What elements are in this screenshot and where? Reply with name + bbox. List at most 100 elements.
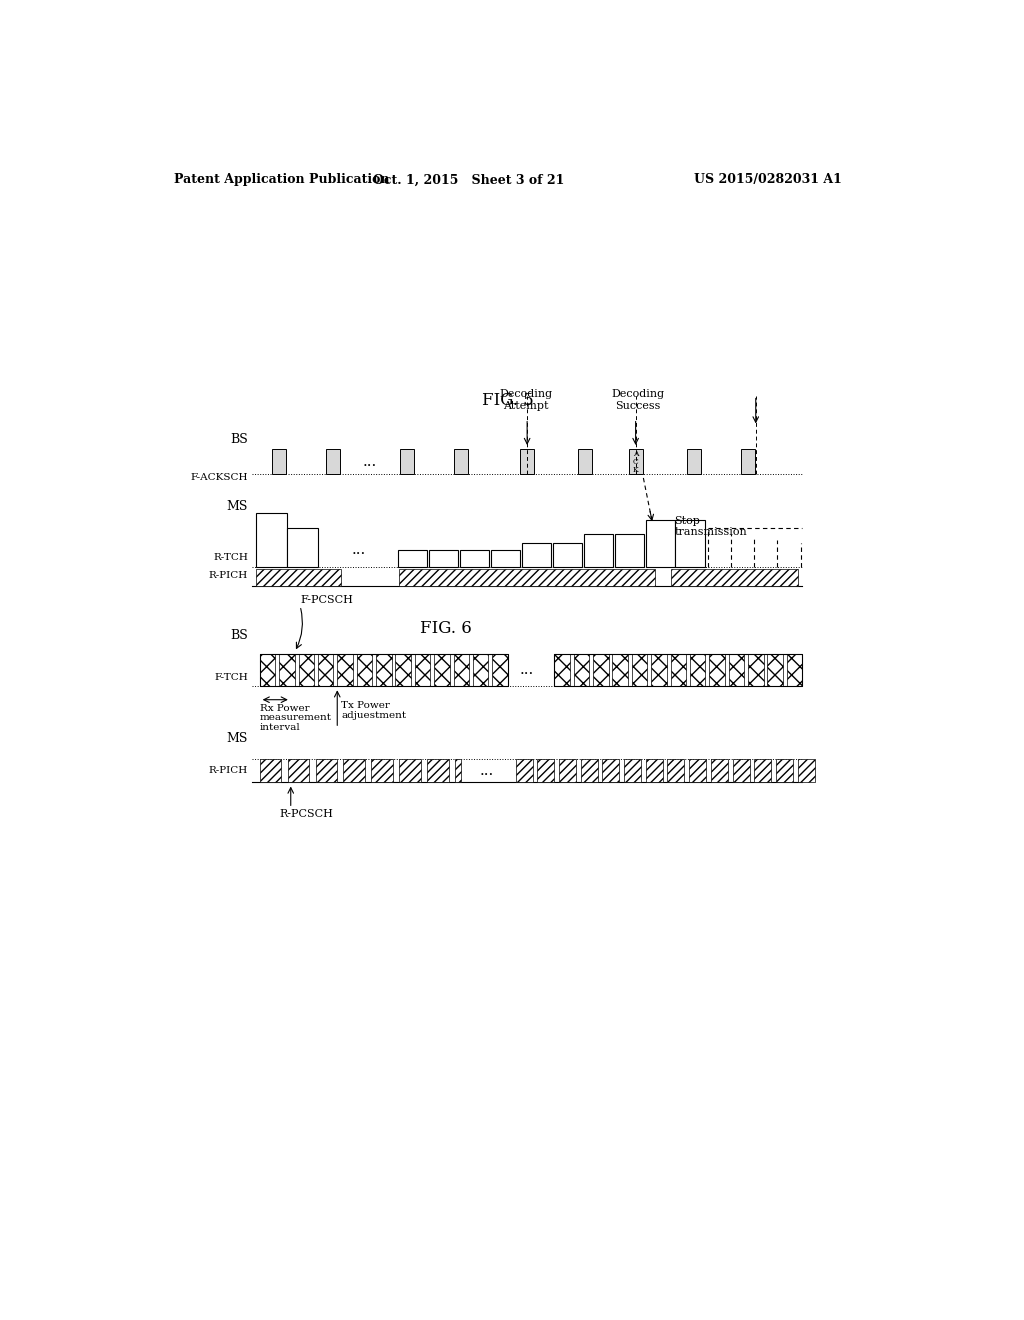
Bar [646,520,675,566]
Bar [646,759,663,781]
Bar [554,653,569,686]
Text: R-PICH: R-PICH [209,572,248,581]
Bar [372,759,393,781]
Bar [397,549,427,566]
Bar [455,759,461,781]
Bar [538,759,554,781]
Bar [315,759,337,781]
Bar [687,450,700,474]
Bar [515,759,532,781]
Text: ...: ... [362,455,377,469]
Bar [711,759,728,781]
Bar [272,450,286,474]
Bar [356,653,372,686]
Bar [427,759,449,781]
Bar [287,528,317,566]
Bar [559,759,575,781]
Bar [579,450,592,474]
Bar [689,759,707,781]
Bar [786,653,802,686]
Bar [399,569,655,586]
Text: FIG. 5: FIG. 5 [482,392,534,409]
Bar [395,653,411,686]
Bar [280,653,295,686]
Text: F-PCSCH: F-PCSCH [300,594,353,605]
Bar [602,759,620,781]
Text: Stop
transmission: Stop transmission [675,516,748,537]
Bar [429,549,458,566]
Bar [675,520,705,566]
Bar [629,450,643,474]
Text: Decoding
Success: Decoding Success [611,389,665,411]
Bar [741,450,755,474]
Text: BS: BS [230,628,248,642]
Bar [337,653,352,686]
Bar [400,450,414,474]
Bar [553,544,583,566]
Bar [554,653,802,686]
Text: Patent Application Publication: Patent Application Publication [174,173,390,186]
Bar [520,450,535,474]
Bar [521,544,551,566]
Bar [317,653,334,686]
Bar [299,653,314,686]
Bar [581,759,598,781]
Bar [434,653,450,686]
Text: US 2015/0282031 A1: US 2015/0282031 A1 [693,173,842,186]
Text: Tx Power
adjuestment: Tx Power adjuestment [341,701,407,719]
Text: Decoding
Attempt: Decoding Attempt [499,389,552,411]
Bar [612,653,628,686]
Bar [454,653,469,686]
Bar [690,653,706,686]
Bar [732,759,750,781]
Bar [460,549,489,566]
Bar [260,653,508,686]
Bar [288,759,309,781]
Bar [593,653,608,686]
Bar [748,653,764,686]
Bar [668,759,684,781]
Text: MS: MS [226,499,248,512]
Text: R-TCH: R-TCH [213,553,248,562]
Bar [415,653,430,686]
Bar [376,653,391,686]
Text: F-TCH: F-TCH [214,673,248,682]
Bar [632,653,647,686]
Bar [614,535,644,566]
Bar [651,653,667,686]
Text: Rx Power
measurement
interval: Rx Power measurement interval [260,704,332,733]
Bar [710,653,725,686]
Bar [798,759,815,781]
Bar [729,653,744,686]
Text: FIG. 6: FIG. 6 [420,619,472,636]
Bar [493,653,508,686]
Text: R-PICH: R-PICH [209,766,248,775]
Bar [584,535,613,566]
Bar [473,653,488,686]
Bar [455,450,468,474]
Bar [776,759,793,781]
Bar [256,512,287,566]
Bar [755,759,771,781]
Text: R-PCSCH: R-PCSCH [280,809,333,820]
Text: F-ACKSCH: F-ACKSCH [190,473,248,482]
Bar [767,653,783,686]
Bar [573,653,589,686]
Bar [343,759,366,781]
Text: Oct. 1, 2015   Sheet 3 of 21: Oct. 1, 2015 Sheet 3 of 21 [374,173,564,186]
Bar [624,759,641,781]
Text: ...: ... [352,543,366,557]
Bar [671,653,686,686]
Bar [399,759,421,781]
Text: A
C
K: A C K [633,450,639,474]
Bar [490,549,520,566]
Bar [256,569,341,586]
Text: ...: ... [520,663,535,677]
Bar [327,450,340,474]
Bar [260,759,282,781]
Text: ...: ... [479,763,494,777]
Bar [671,569,799,586]
Text: BS: BS [230,433,248,446]
Text: MS: MS [226,733,248,744]
Bar [260,653,275,686]
